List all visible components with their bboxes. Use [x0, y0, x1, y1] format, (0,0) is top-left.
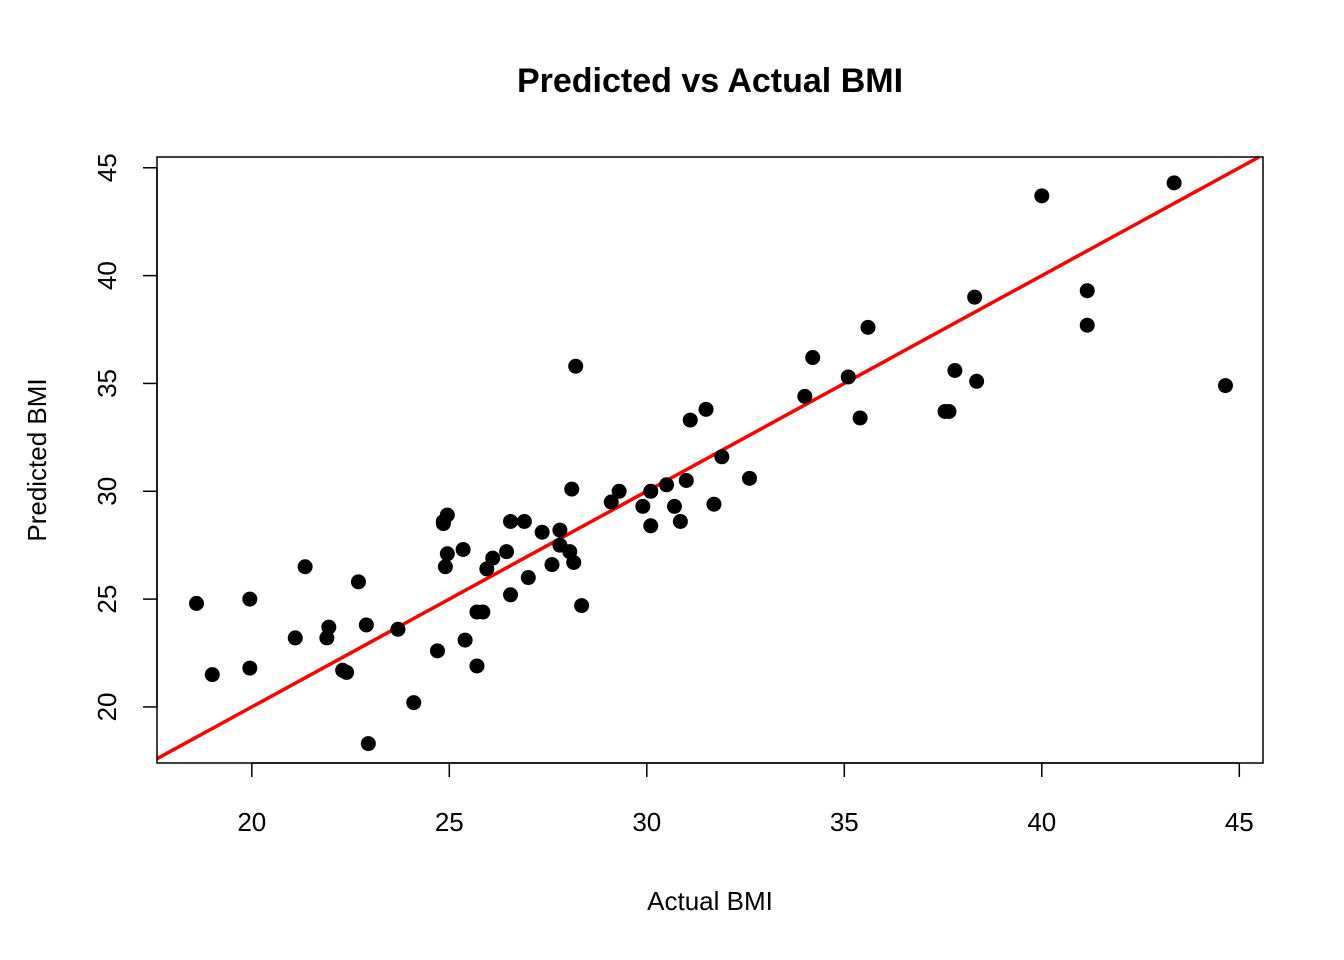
x-tick-label: 25 [435, 807, 464, 837]
data-point [672, 513, 688, 529]
data-points [189, 175, 1233, 752]
data-point [457, 632, 473, 648]
data-point [852, 410, 868, 426]
y-tick-label: 25 [92, 585, 122, 614]
data-point [682, 412, 698, 428]
data-point [520, 570, 536, 586]
data-point [503, 513, 519, 529]
y-tick-label: 45 [92, 153, 122, 182]
data-point [574, 598, 590, 614]
data-point [969, 373, 985, 389]
data-point [429, 643, 445, 659]
data-point [666, 498, 682, 514]
data-point [360, 736, 376, 752]
y-tick-label: 20 [92, 692, 122, 721]
data-point [635, 498, 651, 514]
data-point [941, 403, 957, 419]
data-point [499, 544, 515, 560]
data-point [552, 522, 568, 538]
data-point [358, 617, 374, 633]
data-point [544, 557, 560, 573]
plot-frame [156, 156, 1264, 764]
data-point [698, 401, 714, 417]
data-point [805, 350, 821, 366]
data-point [189, 595, 204, 611]
data-point [568, 358, 584, 374]
y-tick-label: 30 [92, 477, 122, 506]
data-point [242, 660, 258, 676]
data-point [967, 289, 983, 305]
y-tick-label: 40 [92, 261, 122, 290]
reference-line [156, 155, 1260, 761]
data-point [439, 507, 455, 523]
data-point [611, 483, 627, 499]
data-point [1217, 378, 1233, 394]
x-tick-label: 40 [1027, 807, 1056, 837]
x-tick-label: 30 [632, 807, 661, 837]
data-point [350, 574, 366, 590]
data-point [475, 604, 491, 620]
data-point [534, 524, 550, 540]
data-point [947, 363, 963, 379]
data-point [242, 591, 258, 607]
data-point [840, 369, 856, 385]
data-point [204, 667, 220, 683]
data-point [678, 472, 694, 488]
data-point [516, 513, 532, 529]
data-point [643, 483, 659, 499]
y-axis: 20 25 30 35 40 45 [92, 153, 158, 721]
data-point [659, 477, 675, 493]
data-point [321, 619, 337, 635]
x-tick-label: 45 [1225, 807, 1254, 837]
data-point [339, 664, 355, 680]
x-axis-label: Actual BMI [647, 886, 773, 916]
data-point [643, 518, 659, 534]
data-point [455, 541, 471, 557]
x-tick-label: 20 [237, 807, 266, 837]
data-point [566, 554, 582, 570]
data-point [297, 559, 313, 575]
data-point [797, 388, 813, 404]
data-point [742, 470, 757, 486]
data-point [485, 550, 501, 566]
data-point [406, 695, 422, 711]
data-point [439, 546, 455, 562]
x-tick-label: 35 [830, 807, 859, 837]
y-axis-label: Predicted BMI [22, 378, 52, 541]
data-point [390, 621, 406, 637]
y-tick-label: 35 [92, 369, 122, 398]
data-point [503, 587, 519, 603]
x-axis: 20 25 30 35 40 45 [237, 762, 1254, 837]
data-point [603, 494, 619, 510]
reference-line-group [156, 155, 1260, 761]
data-point [287, 630, 303, 646]
data-point [1079, 283, 1095, 299]
data-point [469, 658, 485, 674]
data-point [564, 481, 580, 497]
data-point [1079, 317, 1095, 333]
data-point [437, 559, 453, 575]
data-point [1034, 188, 1050, 204]
data-point [714, 449, 730, 465]
chart-title: Predicted vs Actual BMI [517, 62, 903, 100]
data-point [860, 319, 876, 335]
data-point [1166, 175, 1182, 191]
data-point [706, 496, 722, 512]
